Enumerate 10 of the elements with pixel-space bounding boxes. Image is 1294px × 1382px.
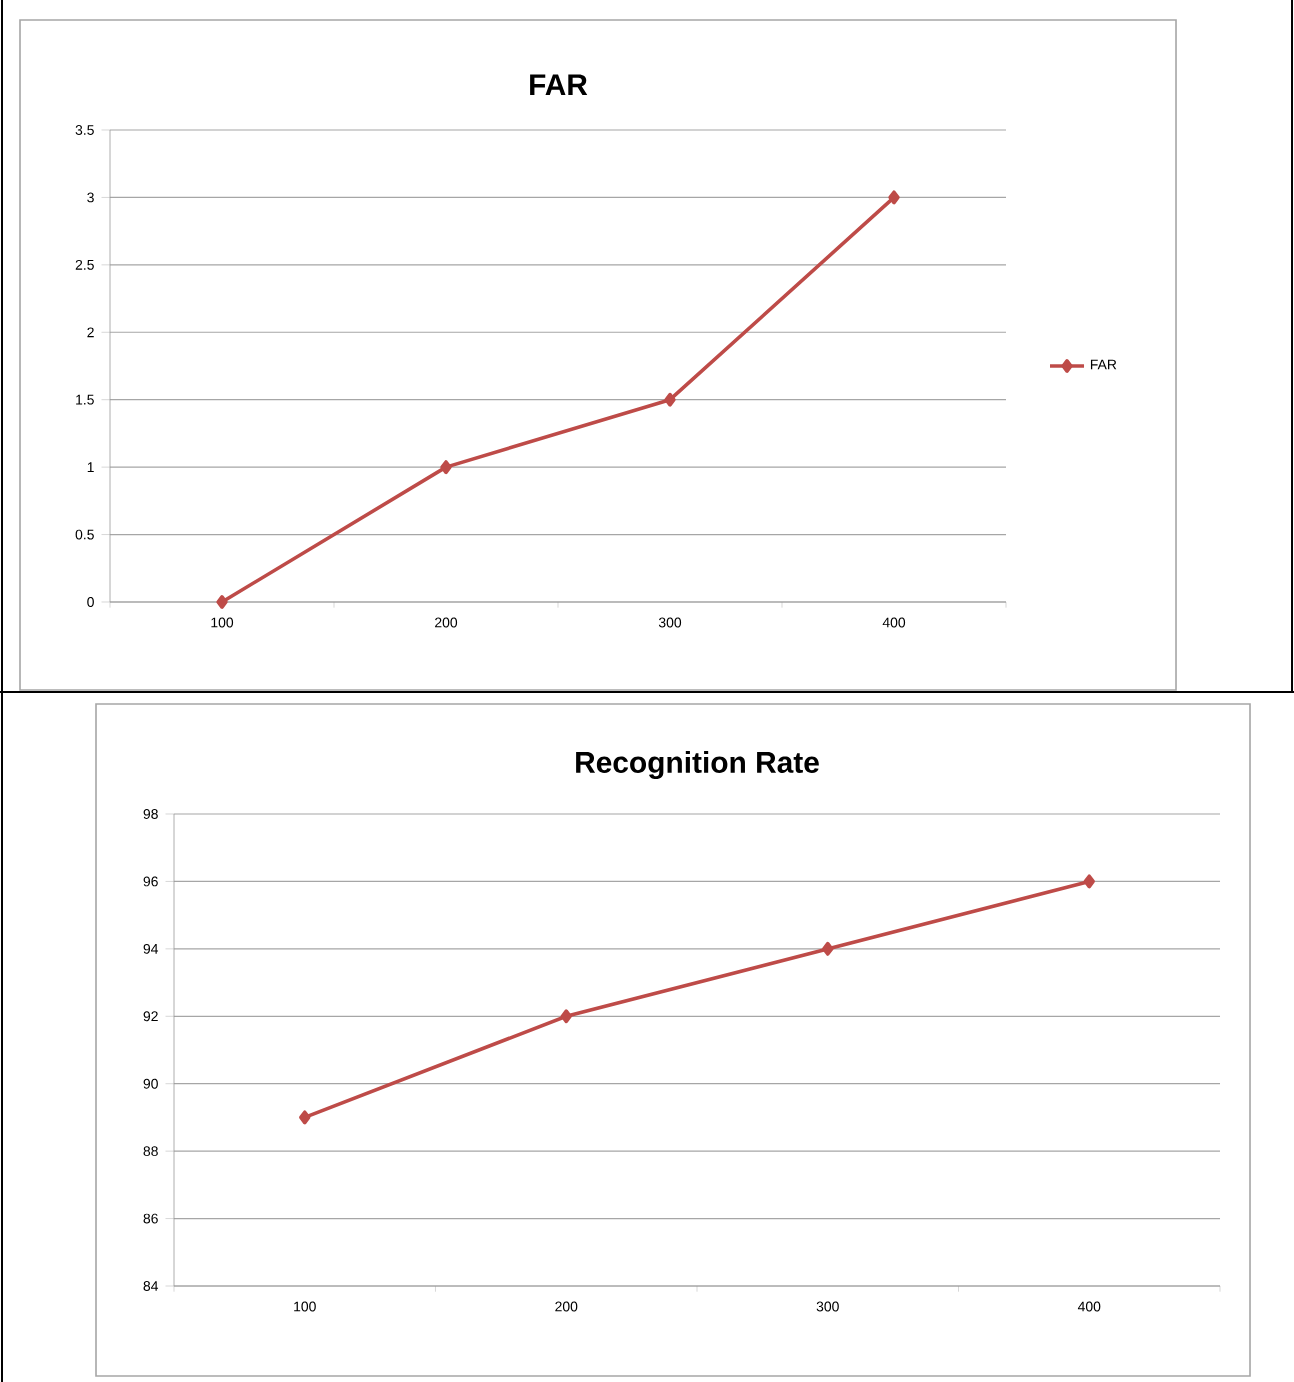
point (560, 1009, 572, 1024)
point (1083, 874, 1095, 889)
point (299, 1110, 311, 1125)
point (822, 941, 834, 956)
point (664, 392, 676, 407)
point (888, 190, 900, 205)
point (440, 460, 452, 475)
point (216, 595, 228, 609)
chart-title: FAR (530, 74, 588, 95)
chart-title: Recognition Rate (576, 751, 819, 780)
